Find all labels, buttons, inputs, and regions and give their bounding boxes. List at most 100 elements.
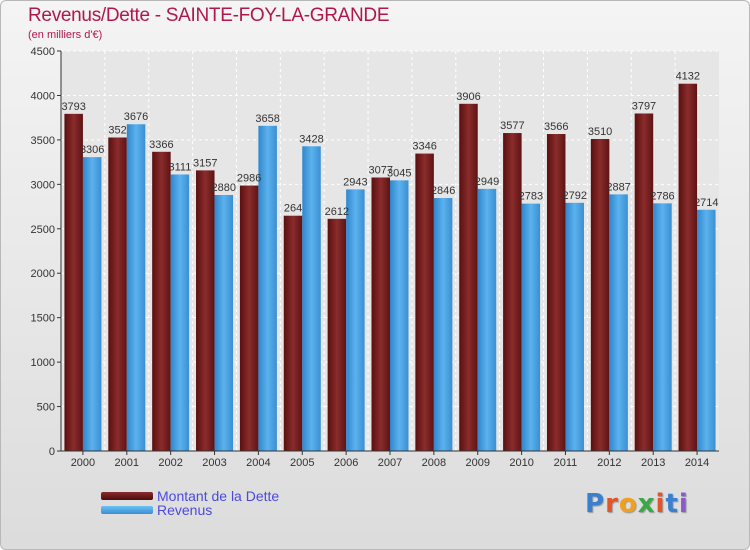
y-tick-label: 0 [49, 446, 55, 458]
data-label-revenus: 3658 [255, 113, 279, 125]
bar-revenus [82, 157, 102, 451]
y-tick-label: 500 [37, 402, 55, 414]
logo-letter: i [678, 489, 689, 519]
x-tick-label: 2001 [115, 457, 139, 469]
bar-revenus [302, 146, 321, 452]
data-label-dette: 264 [284, 203, 302, 215]
x-tick-label: 2014 [685, 457, 709, 469]
y-tick-label: 1500 [31, 313, 55, 325]
bar-revenus [433, 198, 453, 451]
data-label-dette: 3577 [500, 120, 524, 132]
y-tick-label: 2000 [31, 268, 55, 280]
logo-letter: i [655, 489, 666, 519]
data-label-revenus: 2949 [475, 176, 499, 188]
bar-dette [634, 113, 654, 451]
x-tick-label: 2007 [378, 457, 402, 469]
x-tick-label: 2012 [597, 457, 621, 469]
data-label-dette: 3510 [588, 126, 612, 138]
bar-dette [327, 218, 347, 451]
logo-letter: o [618, 489, 638, 519]
data-label-revenus: 2943 [343, 176, 367, 188]
legend-item-revenus: Revenus [101, 502, 213, 518]
bar-revenus [477, 188, 497, 451]
bar-dette [678, 83, 698, 451]
x-tick-label: 2003 [202, 457, 226, 469]
bar-dette [64, 113, 83, 451]
bar-revenus [346, 189, 365, 451]
logo-letter: r [605, 489, 619, 519]
x-tick-label: 2008 [422, 457, 446, 469]
bar-revenus [565, 202, 584, 451]
data-label-dette: 3797 [632, 100, 656, 112]
bar-revenus [609, 194, 628, 451]
y-tick-label: 1000 [31, 357, 55, 369]
data-label-dette: 3566 [544, 121, 568, 133]
data-label-dette: 3077 [369, 164, 393, 176]
data-label-dette: 352 [108, 124, 126, 136]
y-tick-label: 3500 [31, 135, 55, 147]
legend-item-dette: Montant de la Dette [101, 488, 280, 504]
data-label-dette: 3906 [456, 91, 480, 103]
bar-revenus [390, 180, 409, 452]
data-label-dette: 3366 [149, 139, 173, 151]
legend-label-revenus: Revenus [157, 502, 213, 518]
bar-dette [108, 137, 127, 451]
legend-label-dette: Montant de la Dette [157, 488, 280, 504]
data-label-revenus: 3428 [299, 133, 323, 145]
bar-revenus [214, 195, 234, 451]
bar-dette [546, 134, 566, 451]
bar-revenus [126, 124, 146, 451]
data-label-revenus: 3306 [80, 144, 104, 156]
data-label-revenus: 2846 [431, 185, 455, 197]
data-label-revenus: 3111 [168, 161, 191, 173]
data-label-dette: 2986 [237, 173, 261, 185]
data-label-revenus: 3045 [387, 167, 411, 179]
legend-swatch-dette [101, 492, 153, 500]
bar-revenus [653, 203, 672, 451]
bar-revenus [521, 203, 541, 451]
x-tick-label: 2009 [465, 457, 489, 469]
y-tick-label: 3000 [31, 179, 55, 191]
x-tick-label: 2010 [509, 457, 533, 469]
bar-dette [239, 185, 259, 452]
data-label-revenus: 2786 [650, 190, 674, 202]
bar-dette [459, 103, 478, 452]
data-label-revenus: 2714 [694, 197, 718, 209]
axes: 0 500 1000 1500 2000 2500 3000 3500 4000 4500 2000… [31, 46, 719, 469]
bar-dette [152, 151, 171, 452]
y-tick-label: 2500 [31, 224, 55, 236]
data-label-revenus: 2792 [562, 190, 586, 202]
data-label-revenus: 3676 [124, 111, 148, 123]
logo-letter: x [637, 489, 656, 519]
x-tick-label: 2011 [554, 457, 578, 469]
logo-letter: P [585, 489, 606, 519]
bar-dette [196, 170, 215, 451]
y-tick-label: 4000 [31, 90, 55, 102]
x-tick-label: 2000 [71, 457, 95, 469]
x-tick-label: 2006 [334, 457, 358, 469]
bar-dette [590, 139, 610, 451]
bar-dette [415, 153, 434, 452]
data-label-revenus: 2783 [519, 191, 543, 203]
chart-title: Revenus/Dette - SAINTE-FOY-LA-GRANDE [28, 5, 390, 26]
data-label-dette: 3157 [193, 157, 217, 169]
data-label-revenus: 2880 [212, 182, 236, 194]
x-tick-label: 2005 [290, 457, 314, 469]
logo-letter: t [665, 489, 679, 519]
chart-subtitle: (en milliers d'€) [28, 29, 103, 41]
data-label-dette: 3346 [412, 141, 436, 153]
y-tick-label: 4500 [31, 46, 55, 58]
proxiti-logo: Proxiti [585, 489, 689, 519]
bar-dette [371, 177, 390, 451]
legend-swatch-revenus [101, 506, 153, 514]
data-label-dette: 4132 [676, 71, 700, 83]
bar-revenus [258, 125, 277, 451]
x-tick-label: 2004 [246, 457, 270, 469]
bar-revenus [697, 209, 716, 451]
data-label-revenus: 2887 [606, 181, 630, 193]
data-label-dette: 3793 [61, 101, 85, 113]
bars [64, 83, 716, 452]
bar-dette [503, 133, 522, 452]
